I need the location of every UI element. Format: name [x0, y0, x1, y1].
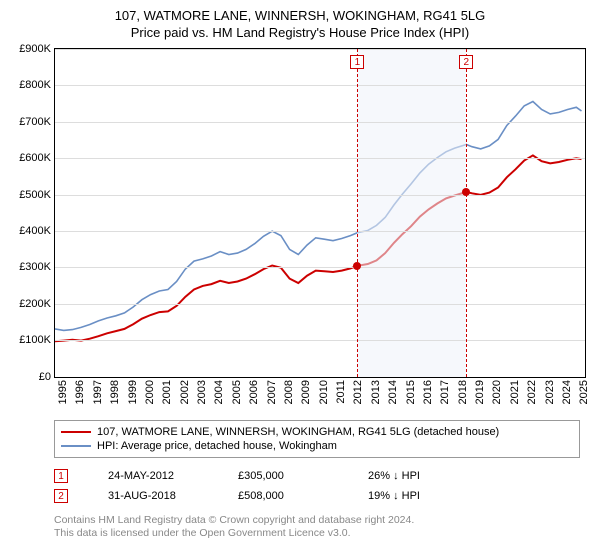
legend: 107, WATMORE LANE, WINNERSH, WOKINGHAM, … — [54, 420, 580, 458]
sale-marker-box: 2 — [459, 55, 473, 69]
footer: Contains HM Land Registry data © Crown c… — [54, 514, 580, 541]
x-tick-label: 2009 — [300, 380, 312, 404]
x-tick-label: 1995 — [57, 380, 69, 404]
y-tick-label: £200K — [19, 298, 55, 310]
title-line-2: Price paid vs. HM Land Registry's House … — [10, 25, 590, 42]
x-tick-label: 2013 — [370, 380, 382, 404]
sales-table: 1 24-MAY-2012 £305,000 26% ↓ HPI 2 31-AU… — [54, 466, 580, 506]
y-tick-label: £900K — [19, 43, 55, 55]
x-tick-label: 2014 — [387, 380, 399, 404]
y-tick-label: £400K — [19, 225, 55, 237]
y-tick-label: £800K — [19, 79, 55, 91]
gridline-h — [55, 304, 585, 305]
y-tick-label: £300K — [19, 261, 55, 273]
gridline-h — [55, 267, 585, 268]
gridline-h — [55, 158, 585, 159]
sale-marker-badge: 2 — [54, 489, 68, 503]
sale-price: £508,000 — [238, 490, 328, 502]
x-tick-label: 2006 — [248, 380, 260, 404]
table-row: 2 31-AUG-2018 £508,000 19% ↓ HPI — [54, 486, 580, 506]
y-tick-label: £500K — [19, 189, 55, 201]
legend-swatch — [61, 431, 91, 433]
plot-area: £0£100K£200K£300K£400K£500K£600K£700K£80… — [54, 48, 586, 378]
x-tick-label: 1998 — [109, 380, 121, 404]
shaded-region — [357, 49, 466, 377]
x-tick-label: 2015 — [405, 380, 417, 404]
x-tick-label: 2007 — [266, 380, 278, 404]
x-tick-label: 2025 — [578, 380, 590, 404]
x-tick-label: 1997 — [92, 380, 104, 404]
x-tick-label: 2001 — [161, 380, 173, 404]
x-tick-label: 2018 — [457, 380, 469, 404]
gridline-h — [55, 340, 585, 341]
gridline-h — [55, 231, 585, 232]
legend-label: 107, WATMORE LANE, WINNERSH, WOKINGHAM, … — [97, 426, 499, 438]
x-tick-label: 2023 — [544, 380, 556, 404]
sale-pct: 19% ↓ HPI — [368, 490, 458, 502]
sale-marker-badge: 1 — [54, 469, 68, 483]
line-layer — [55, 49, 585, 377]
gridline-h — [55, 85, 585, 86]
y-tick-label: £0 — [39, 371, 55, 383]
x-tick-label: 2002 — [179, 380, 191, 404]
gridline-h — [55, 195, 585, 196]
sale-date: 24-MAY-2012 — [108, 470, 198, 482]
x-tick-label: 2024 — [561, 380, 573, 404]
x-tick-label: 2021 — [509, 380, 521, 404]
plot-wrap: £0 £100K £200K £300K £400K £500K £600K £700K £80… — [10, 48, 590, 414]
y-tick-label: £100K — [19, 334, 55, 346]
legend-swatch — [61, 445, 91, 447]
sale-marker-dot — [353, 262, 361, 270]
legend-item: HPI: Average price, detached house, Woki… — [61, 439, 573, 453]
title-block: 107, WATMORE LANE, WINNERSH, WOKINGHAM, … — [10, 8, 590, 42]
x-tick-label: 2011 — [335, 380, 347, 404]
x-tick-label: 1999 — [127, 380, 139, 404]
sale-marker-dot — [462, 188, 470, 196]
series-hpi — [55, 101, 582, 330]
x-tick-label: 2000 — [144, 380, 156, 404]
title-line-1: 107, WATMORE LANE, WINNERSH, WOKINGHAM, … — [10, 8, 590, 25]
x-tick-label: 2017 — [439, 380, 451, 404]
chart-container: 107, WATMORE LANE, WINNERSH, WOKINGHAM, … — [0, 0, 600, 560]
x-tick-label: 1996 — [74, 380, 86, 404]
legend-label: HPI: Average price, detached house, Woki… — [97, 440, 337, 452]
x-tick-label: 2003 — [196, 380, 208, 404]
x-tick-label: 2019 — [474, 380, 486, 404]
x-axis-labels: 1995 1996 1997 1998 1999 2000 2001 2002 2003 2004… — [54, 378, 586, 414]
x-tick-label: 2005 — [231, 380, 243, 404]
x-tick-label: 2022 — [526, 380, 538, 404]
table-row: 1 24-MAY-2012 £305,000 26% ↓ HPI — [54, 466, 580, 486]
footer-line-1: Contains HM Land Registry data © Crown c… — [54, 514, 580, 528]
x-tick-label: 2004 — [213, 380, 225, 404]
x-tick-label: 2020 — [491, 380, 503, 404]
sale-marker-box: 1 — [350, 55, 364, 69]
y-tick-label: £700K — [19, 116, 55, 128]
sale-pct: 26% ↓ HPI — [368, 470, 458, 482]
gridline-h — [55, 49, 585, 50]
x-tick-label: 2010 — [318, 380, 330, 404]
x-tick-label: 2012 — [352, 380, 364, 404]
gridline-h — [55, 122, 585, 123]
legend-item: 107, WATMORE LANE, WINNERSH, WOKINGHAM, … — [61, 425, 573, 439]
sale-vline — [466, 49, 467, 377]
sale-vline — [357, 49, 358, 377]
sale-price: £305,000 — [238, 470, 328, 482]
x-tick-label: 2008 — [283, 380, 295, 404]
y-tick-label: £600K — [19, 152, 55, 164]
sale-date: 31-AUG-2018 — [108, 490, 198, 502]
footer-line-2: This data is licensed under the Open Gov… — [54, 527, 580, 541]
x-tick-label: 2016 — [422, 380, 434, 404]
series-property — [55, 155, 582, 341]
